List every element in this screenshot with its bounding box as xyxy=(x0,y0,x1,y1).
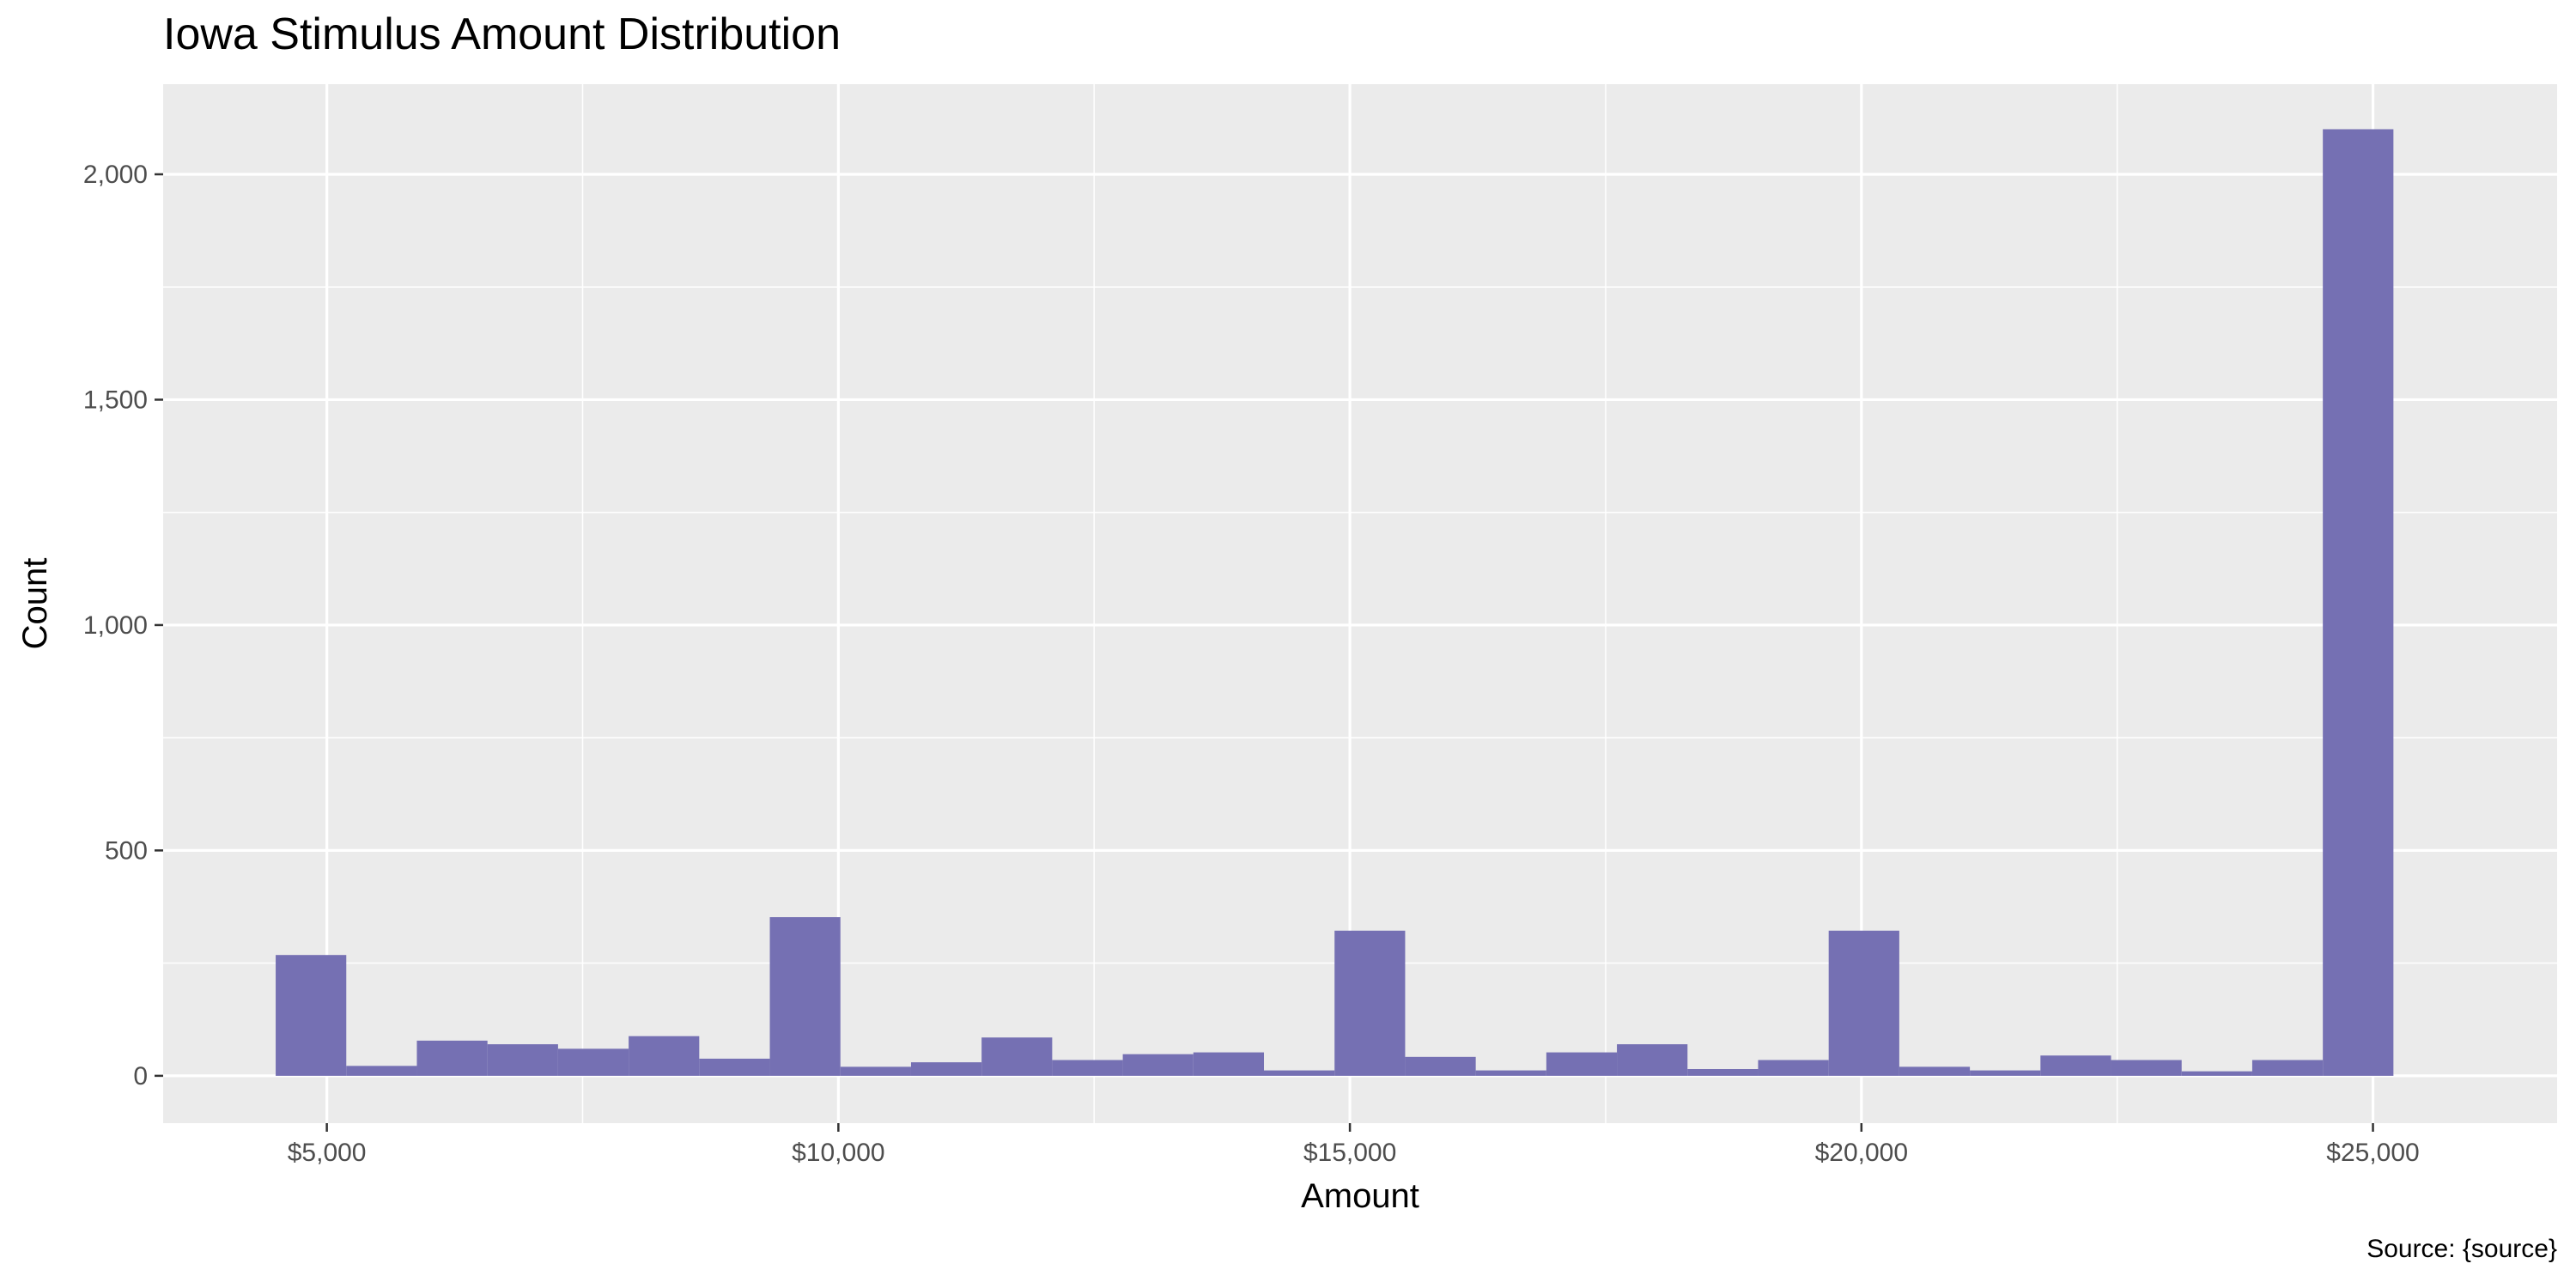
histogram-bar xyxy=(1193,1052,1265,1076)
histogram-bar xyxy=(557,1048,629,1076)
histogram-bar xyxy=(910,1062,982,1076)
histogram-bar xyxy=(487,1044,558,1076)
y-axis-title: Count xyxy=(16,558,54,650)
histogram-bar xyxy=(2251,1060,2324,1076)
histogram-bar xyxy=(699,1058,770,1076)
histogram-bar xyxy=(1758,1060,1829,1076)
x-tick-label: $5,000 xyxy=(288,1139,367,1167)
y-tick-label: 1,500 xyxy=(83,386,148,414)
histogram-bar xyxy=(2111,1060,2182,1076)
x-tick-label: $20,000 xyxy=(1815,1139,1908,1167)
histogram-bar xyxy=(416,1040,488,1076)
histogram-bar xyxy=(1687,1069,1759,1076)
histogram-bar xyxy=(346,1066,417,1076)
histogram-bar xyxy=(1475,1070,1546,1076)
histogram-bar xyxy=(2040,1055,2111,1076)
source-caption: Source: {source} xyxy=(2366,1235,2557,1263)
histogram-bar xyxy=(2323,129,2394,1076)
bars-group xyxy=(276,129,2394,1076)
y-tick-label: 1,000 xyxy=(83,611,148,640)
histogram-bar xyxy=(1617,1044,1688,1076)
histogram-bar xyxy=(1405,1056,1476,1076)
histogram-bar xyxy=(629,1036,700,1076)
y-tick-label: 500 xyxy=(105,836,148,865)
histogram-bar xyxy=(1052,1060,1123,1076)
histogram-bar xyxy=(2181,1071,2252,1076)
histogram-bar xyxy=(840,1066,911,1076)
histogram-bar xyxy=(769,917,841,1076)
x-tick-label: $10,000 xyxy=(792,1139,884,1167)
histogram-bar xyxy=(1828,930,1899,1076)
histogram-bar xyxy=(276,955,347,1076)
histogram-bar xyxy=(1546,1052,1618,1076)
axes-group: $5,000 $10,000 $15,000 $20,000 $25,000 0 500 1,… xyxy=(83,161,2420,1167)
x-tick-label: $15,000 xyxy=(1303,1139,1396,1167)
histogram-bar xyxy=(1899,1066,1971,1076)
x-axis-title: Amount xyxy=(1301,1177,1419,1215)
histogram-bar xyxy=(1970,1070,2041,1076)
grid-lines xyxy=(163,84,2557,1123)
chart-title: Iowa Stimulus Amount Distribution xyxy=(163,9,841,59)
x-tick-label: $25,000 xyxy=(2326,1139,2419,1167)
y-tick-label: 0 xyxy=(133,1062,148,1091)
histogram-bar xyxy=(981,1037,1053,1076)
histogram-bar xyxy=(1264,1070,1335,1076)
y-tick-label: 2,000 xyxy=(83,161,148,189)
histogram-bar xyxy=(1334,930,1406,1076)
histogram-bar xyxy=(1122,1054,1194,1076)
